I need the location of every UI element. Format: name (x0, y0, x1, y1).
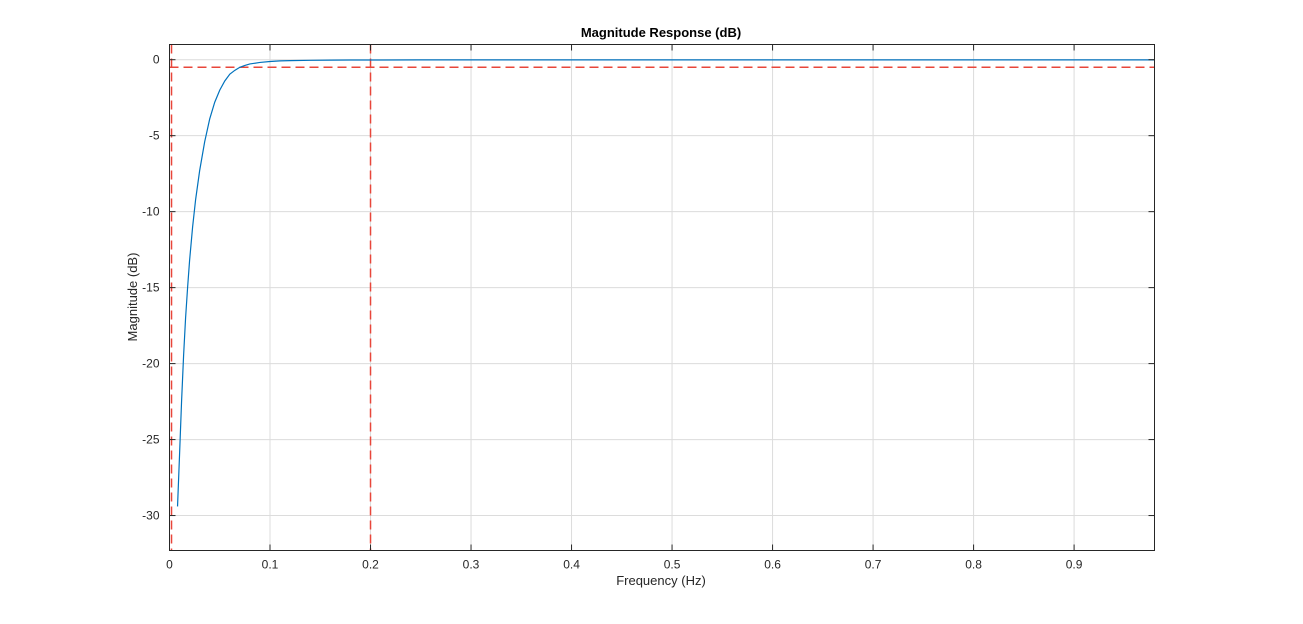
x-tick-labels: 0 0.1 0.2 0.3 0.4 0.5 0.6 0.7 0.8 0.9 (166, 558, 1083, 572)
x-tick-label: 0 (166, 558, 173, 572)
x-tick-label: 0.3 (463, 558, 480, 572)
y-tick-label: -10 (142, 205, 160, 219)
x-tick-label: 0.7 (865, 558, 882, 572)
x-tick-label: 0.5 (664, 558, 681, 572)
y-tick-label: -20 (142, 357, 160, 371)
x-tick-label: 0.8 (965, 558, 982, 572)
series-layer (176, 59, 1155, 507)
x-tick-label: 0.9 (1066, 558, 1083, 572)
x-tick-label: 0.6 (764, 558, 781, 572)
plot-frame (169, 44, 1155, 551)
chart-title: Magnitude Response (dB) (581, 25, 741, 40)
x-tick-label: 0.4 (563, 558, 580, 572)
y-axis-label: Magnitude (dB) (125, 253, 140, 342)
x-axis-label: Frequency (Hz) (616, 573, 706, 588)
y-tick-label: -15 (142, 281, 160, 295)
y-tick-label: 0 (153, 53, 160, 67)
ticks (169, 44, 1155, 551)
y-tick-label: -25 (142, 433, 160, 447)
y-tick-label: -5 (149, 129, 160, 143)
y-tick-label: -30 (142, 509, 160, 523)
reference-lines (169, 44, 1155, 551)
y-tick-labels: 0 -5 -10 -15 -20 -25 -30 (142, 53, 160, 523)
magnitude-series-line (176, 59, 1155, 507)
x-tick-label: 0.1 (262, 558, 279, 572)
plot-background (169, 44, 1155, 551)
x-tick-label: 0.2 (362, 558, 379, 572)
